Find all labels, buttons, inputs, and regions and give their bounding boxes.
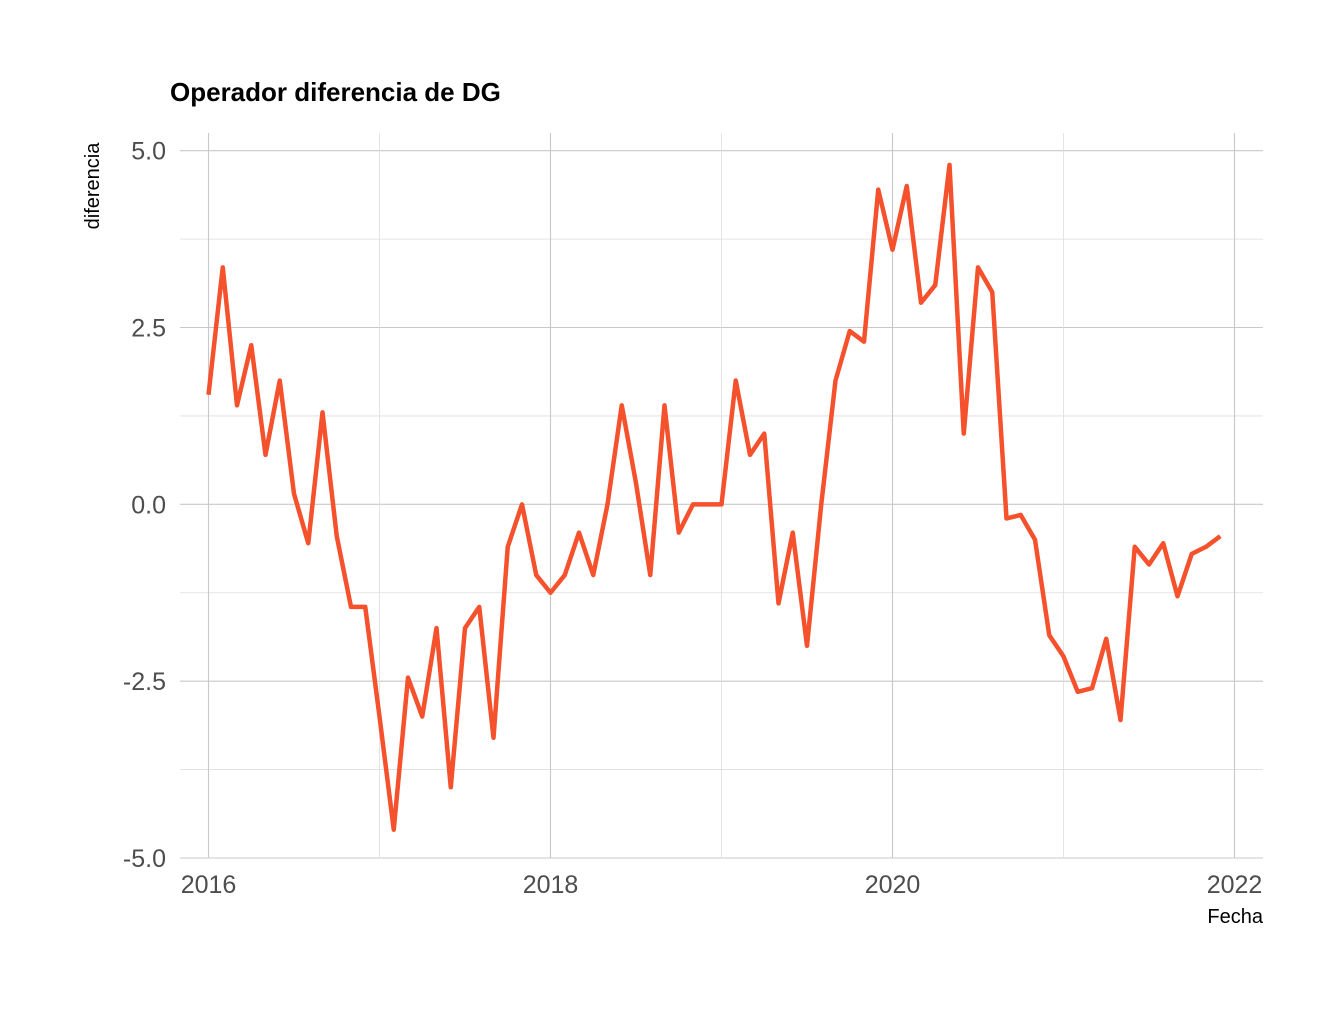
series-line [206, 162, 1222, 832]
y-axis-title: diferencia [82, 142, 104, 230]
y-tick-label: -2.5 [123, 668, 166, 696]
x-tick-label: 2020 [865, 871, 921, 899]
chart-title: Operador diferencia de DG [170, 77, 501, 107]
x-axis-title: Fecha [1207, 906, 1263, 928]
x-tick-label: 2018 [523, 871, 579, 899]
x-tick-label: 2022 [1207, 871, 1263, 899]
tick-labels: 5.0 2.5 0.0 -2.5 -5.0 2016 2018 2020 2022 [123, 138, 1262, 899]
series-layer [206, 162, 1222, 832]
grid-lines [180, 133, 1263, 859]
y-tick-label: -5.0 [123, 845, 166, 873]
y-tick-label: 5.0 [131, 138, 166, 166]
y-tick-label: 2.5 [131, 315, 166, 343]
x-tick-label: 2016 [181, 871, 237, 899]
y-tick-label: 0.0 [131, 491, 166, 519]
